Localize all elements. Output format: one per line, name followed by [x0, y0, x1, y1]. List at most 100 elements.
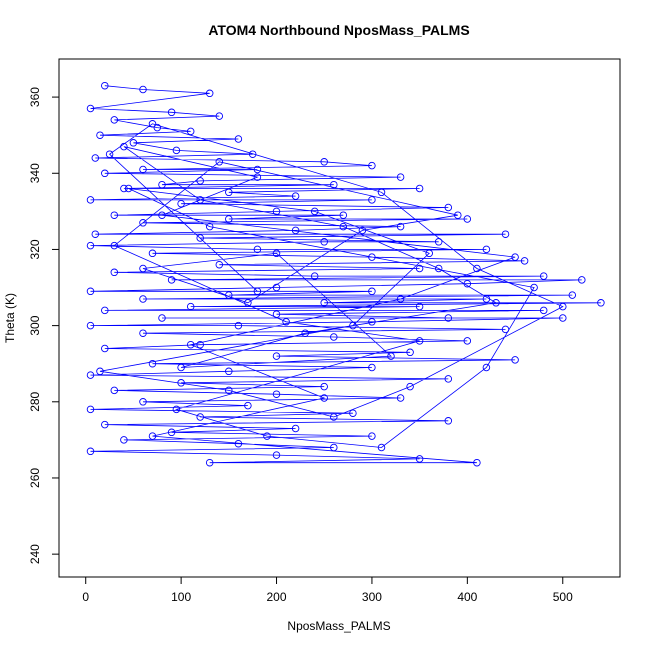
data-point — [501, 325, 510, 334]
data-point — [444, 203, 453, 212]
y-tick-label: 260 — [28, 468, 42, 488]
data-point — [120, 184, 128, 193]
data-point — [387, 352, 395, 360]
data-point — [148, 249, 157, 258]
data-point — [568, 291, 577, 299]
data-point — [253, 165, 262, 174]
data-point — [158, 314, 166, 322]
y-tick-label: 240 — [28, 544, 42, 564]
data-point — [86, 321, 95, 330]
data-point — [434, 238, 443, 246]
data-point — [186, 302, 195, 311]
data-point — [539, 272, 548, 280]
data-point — [167, 428, 176, 437]
data-point — [86, 241, 95, 250]
data-point — [463, 279, 472, 288]
data-point — [148, 359, 157, 368]
data-point — [272, 249, 281, 258]
data-point — [96, 367, 104, 376]
data-point — [454, 211, 462, 219]
y-axis: 240 260 280 300 320 340 360 — [28, 87, 59, 564]
data-point — [148, 120, 157, 128]
x-tick-label: 500 — [553, 590, 573, 604]
data-point — [559, 314, 567, 322]
y-axis-label: Theta (K) — [3, 293, 17, 343]
data-point — [86, 196, 95, 204]
data-point — [196, 177, 204, 185]
data-point — [415, 455, 424, 463]
data-point — [110, 386, 119, 395]
data-point — [215, 260, 224, 269]
data-point — [368, 432, 376, 440]
data-point — [291, 192, 300, 200]
data-point — [196, 340, 204, 349]
y-tick-label: 340 — [28, 163, 42, 183]
data-point — [253, 287, 262, 296]
data-point — [444, 417, 453, 425]
data-point — [396, 394, 405, 402]
data-point — [110, 211, 119, 219]
data-point — [158, 211, 166, 219]
data-point — [330, 413, 338, 421]
data-point — [368, 161, 376, 170]
x-axis: 0 100 200 300 400 500 — [82, 577, 573, 604]
data-point — [272, 283, 281, 292]
data-point — [444, 314, 453, 322]
data-point — [244, 299, 252, 307]
data-point — [310, 207, 319, 216]
data-point — [167, 276, 176, 284]
data-point — [320, 382, 328, 391]
data-point — [492, 299, 500, 307]
data-point — [234, 321, 243, 330]
data-point — [377, 443, 386, 452]
data-point — [368, 287, 376, 296]
data-point — [196, 196, 204, 204]
data-point — [86, 104, 95, 113]
data-point — [330, 443, 338, 452]
data-point — [101, 344, 109, 353]
data-point — [225, 386, 233, 395]
data-point — [139, 264, 147, 273]
data-point — [110, 241, 119, 250]
data-point — [463, 337, 472, 345]
data-point — [253, 173, 262, 181]
data-point — [358, 226, 367, 235]
data-point — [578, 276, 586, 284]
x-tick-label: 300 — [362, 590, 382, 604]
data-point — [139, 219, 147, 227]
data-point — [186, 127, 195, 136]
data-point — [473, 264, 481, 273]
data-point — [368, 363, 376, 372]
data-point — [167, 108, 176, 117]
data-point — [196, 234, 204, 242]
data-point — [473, 458, 481, 467]
data-point — [520, 257, 529, 265]
data-point — [530, 283, 538, 292]
data-point — [425, 249, 433, 258]
data-point — [339, 211, 348, 219]
data-point — [320, 299, 328, 307]
data-point — [482, 295, 491, 303]
x-tick-label: 400 — [457, 590, 477, 604]
data-point — [272, 451, 281, 459]
data-point — [377, 188, 386, 197]
data-point — [272, 390, 281, 398]
data-point — [129, 139, 138, 147]
data-point — [120, 436, 128, 444]
data-point — [415, 184, 424, 193]
data-point — [349, 321, 357, 330]
data-point — [101, 306, 109, 315]
data-point — [396, 222, 405, 231]
data-point — [124, 184, 133, 193]
data-point — [148, 432, 157, 440]
data-point — [463, 215, 472, 223]
data-point — [559, 302, 567, 311]
data-point — [282, 318, 290, 326]
data-point — [415, 264, 424, 273]
data-point — [234, 439, 243, 448]
data-point — [396, 173, 405, 181]
data-point — [139, 85, 147, 94]
data-point — [248, 150, 257, 158]
data-point — [86, 371, 95, 379]
